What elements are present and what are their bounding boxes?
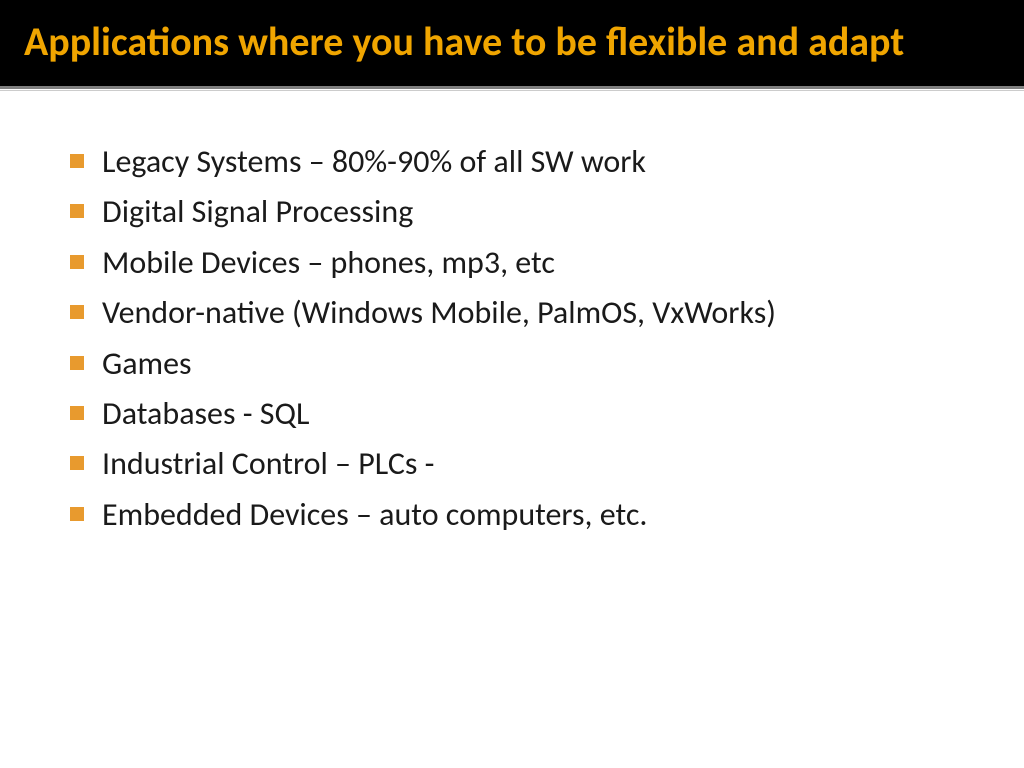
- bullet-icon: [70, 406, 84, 420]
- list-item: Legacy Systems – 80%-90% of all SW work: [70, 139, 974, 185]
- bullet-icon: [70, 204, 84, 218]
- list-item: Mobile Devices – phones, mp3, etc: [70, 240, 974, 286]
- bullet-text: Industrial Control – PLCs -: [102, 441, 974, 487]
- bullet-text: Embedded Devices – auto computers, etc.: [102, 492, 974, 538]
- bullet-icon: [70, 255, 84, 269]
- bullet-icon: [70, 456, 84, 470]
- slide-title: Applications where you have to be flexib…: [24, 18, 1000, 66]
- bullet-text: Mobile Devices – phones, mp3, etc: [102, 240, 974, 286]
- bullet-icon: [70, 305, 84, 319]
- slide-header: Applications where you have to be flexib…: [0, 0, 1024, 89]
- slide-content: Legacy Systems – 80%-90% of all SW work …: [0, 91, 1024, 538]
- bullet-list: Legacy Systems – 80%-90% of all SW work …: [70, 139, 974, 538]
- bullet-text: Games: [102, 341, 974, 387]
- bullet-icon: [70, 356, 84, 370]
- list-item: Embedded Devices – auto computers, etc.: [70, 492, 974, 538]
- bullet-icon: [70, 507, 84, 521]
- list-item: Digital Signal Processing: [70, 189, 974, 235]
- bullet-icon: [70, 154, 84, 168]
- list-item: Databases - SQL: [70, 391, 974, 437]
- bullet-text: Vendor-native (Windows Mobile, PalmOS, V…: [102, 290, 974, 336]
- bullet-text: Digital Signal Processing: [102, 189, 974, 235]
- bullet-text: Databases - SQL: [102, 391, 974, 437]
- bullet-text: Legacy Systems – 80%-90% of all SW work: [102, 139, 974, 185]
- list-item: Industrial Control – PLCs -: [70, 441, 974, 487]
- list-item: Vendor-native (Windows Mobile, PalmOS, V…: [70, 290, 974, 336]
- list-item: Games: [70, 341, 974, 387]
